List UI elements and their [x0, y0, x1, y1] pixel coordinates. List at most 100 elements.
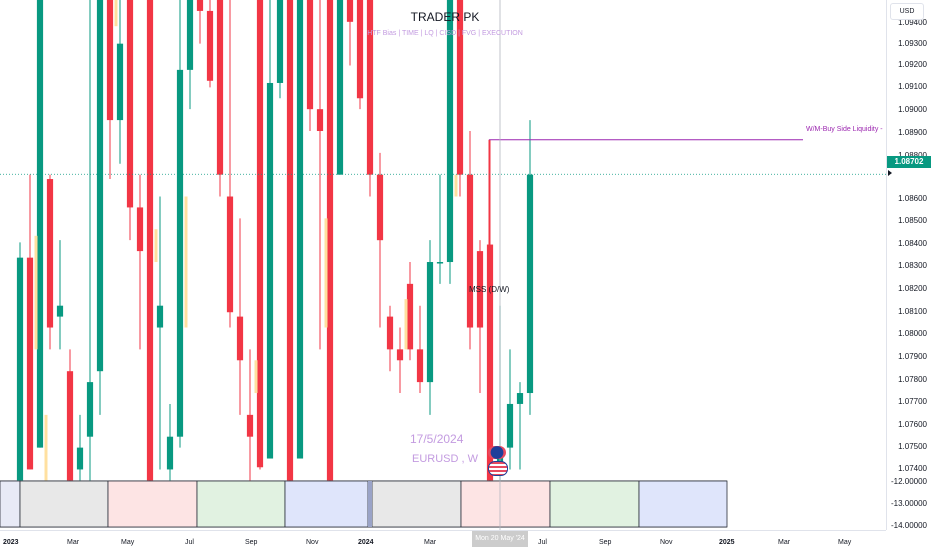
price-tick-label: 1.08500: [898, 216, 927, 225]
chart-subtitle: HTF Bias | TIME | LQ | CISD | FVG | EXEC…: [367, 30, 523, 37]
highlight-mark: [184, 196, 188, 328]
price-tick-label: 1.07400: [898, 464, 927, 473]
time-tick-label: Mar: [67, 539, 80, 546]
period-box: [196, 480, 286, 528]
candle-body: [516, 393, 524, 404]
candle: [296, 0, 304, 459]
time-cursor-label: Mon 20 May '24: [472, 531, 528, 547]
price-tick-label: 1.09300: [898, 39, 927, 48]
time-tick-label: Mar: [778, 539, 791, 546]
time-axis[interactable]: 2023 Mar May Jul Sep Nov 2024 Mar May Jul Sep Nov 20…: [0, 530, 886, 551]
candle: [236, 218, 244, 415]
candles: [16, 0, 534, 481]
liquidity-annotation: W/M-Buy Side Liquidity -: [806, 126, 883, 133]
highlight-mark: [34, 235, 38, 350]
time-tick-label: Nov: [660, 539, 673, 546]
candle: [506, 349, 514, 470]
price-marker-icon: [888, 170, 892, 176]
candle-body: [156, 305, 164, 328]
candle: [386, 305, 394, 372]
candle: [316, 0, 324, 350]
candle-body: [76, 447, 84, 470]
highlight-mark: [324, 218, 328, 328]
sub-axis-label: -12.00000: [890, 477, 927, 486]
sub-pane: [0, 480, 728, 528]
highlight-mark: [454, 174, 458, 197]
candle: [466, 131, 474, 350]
period-box: [0, 480, 21, 528]
candle-body: [256, 0, 264, 468]
candle: [266, 0, 274, 459]
price-tick-label: 1.07600: [898, 420, 927, 429]
price-tick-label: 1.09400: [898, 18, 927, 27]
flag-us-icon: [488, 461, 508, 476]
candle: [376, 152, 384, 328]
candle: [286, 0, 294, 481]
candle-body: [506, 403, 514, 448]
candle-body: [116, 43, 124, 121]
candle: [526, 120, 534, 415]
candle: [516, 382, 524, 470]
candle: [426, 240, 434, 415]
candle: [256, 0, 264, 470]
time-tick-label: Sep: [599, 539, 612, 546]
price-tick-label: 1.07900: [898, 352, 927, 361]
candle: [56, 240, 64, 350]
candle-body: [226, 196, 234, 313]
candle-body: [276, 0, 284, 83]
candle: [246, 349, 254, 481]
candle: [66, 349, 74, 481]
candle: [166, 403, 174, 481]
time-tick-label: May: [121, 539, 135, 546]
candle-body: [526, 174, 534, 394]
price-tick-label: 1.08100: [898, 307, 927, 316]
price-tick-label: 1.08000: [898, 329, 927, 338]
candle-body: [406, 283, 414, 350]
candle-body: [186, 0, 194, 70]
candle-body: [426, 262, 434, 383]
candle-body: [46, 179, 54, 328]
candle-body: [176, 69, 184, 437]
time-tick-label: 2025: [719, 539, 735, 546]
watermark-symbol: EURUSD , W: [412, 453, 478, 465]
candle: [446, 0, 454, 284]
period-separator: [368, 481, 372, 527]
candle-body: [66, 371, 74, 481]
price-axis[interactable]: 1.09400 1.09300 1.09200 1.09100 1.09000 1.089…: [886, 0, 932, 530]
candle: [306, 0, 314, 132]
candle: [16, 242, 24, 481]
period-box: [19, 480, 109, 528]
candle: [96, 0, 104, 415]
price-tick-label: 1.09100: [898, 82, 927, 91]
sub-axis-label: -13.00000: [890, 499, 927, 508]
price-tick-label: 1.09200: [898, 60, 927, 69]
price-tick-label: 1.09000: [898, 105, 927, 114]
candle-body: [36, 0, 44, 448]
candle: [406, 262, 414, 361]
candle-body: [336, 0, 344, 175]
currency-button[interactable]: USD: [890, 3, 924, 20]
candle-body: [86, 382, 94, 437]
highlight-mark: [254, 360, 258, 394]
candle-body: [316, 109, 324, 132]
candle: [186, 0, 194, 110]
period-box: [460, 480, 551, 528]
candle: [436, 174, 444, 284]
candle-body: [16, 257, 24, 481]
candle-body: [206, 10, 214, 81]
time-tick-label: Nov: [306, 539, 319, 546]
candle: [416, 305, 424, 394]
candle-body: [476, 251, 484, 328]
candle: [226, 0, 234, 328]
candle: [356, 0, 364, 110]
sub-axis-label: -14.00000: [890, 521, 927, 530]
candle-body: [286, 0, 294, 481]
candle-body: [446, 0, 454, 263]
candle: [216, 0, 224, 197]
time-tick-label: 2024: [358, 539, 374, 546]
candle: [86, 0, 94, 481]
candle: [456, 0, 464, 197]
candle-body: [376, 174, 384, 241]
time-tick-label: Sep: [245, 539, 258, 546]
